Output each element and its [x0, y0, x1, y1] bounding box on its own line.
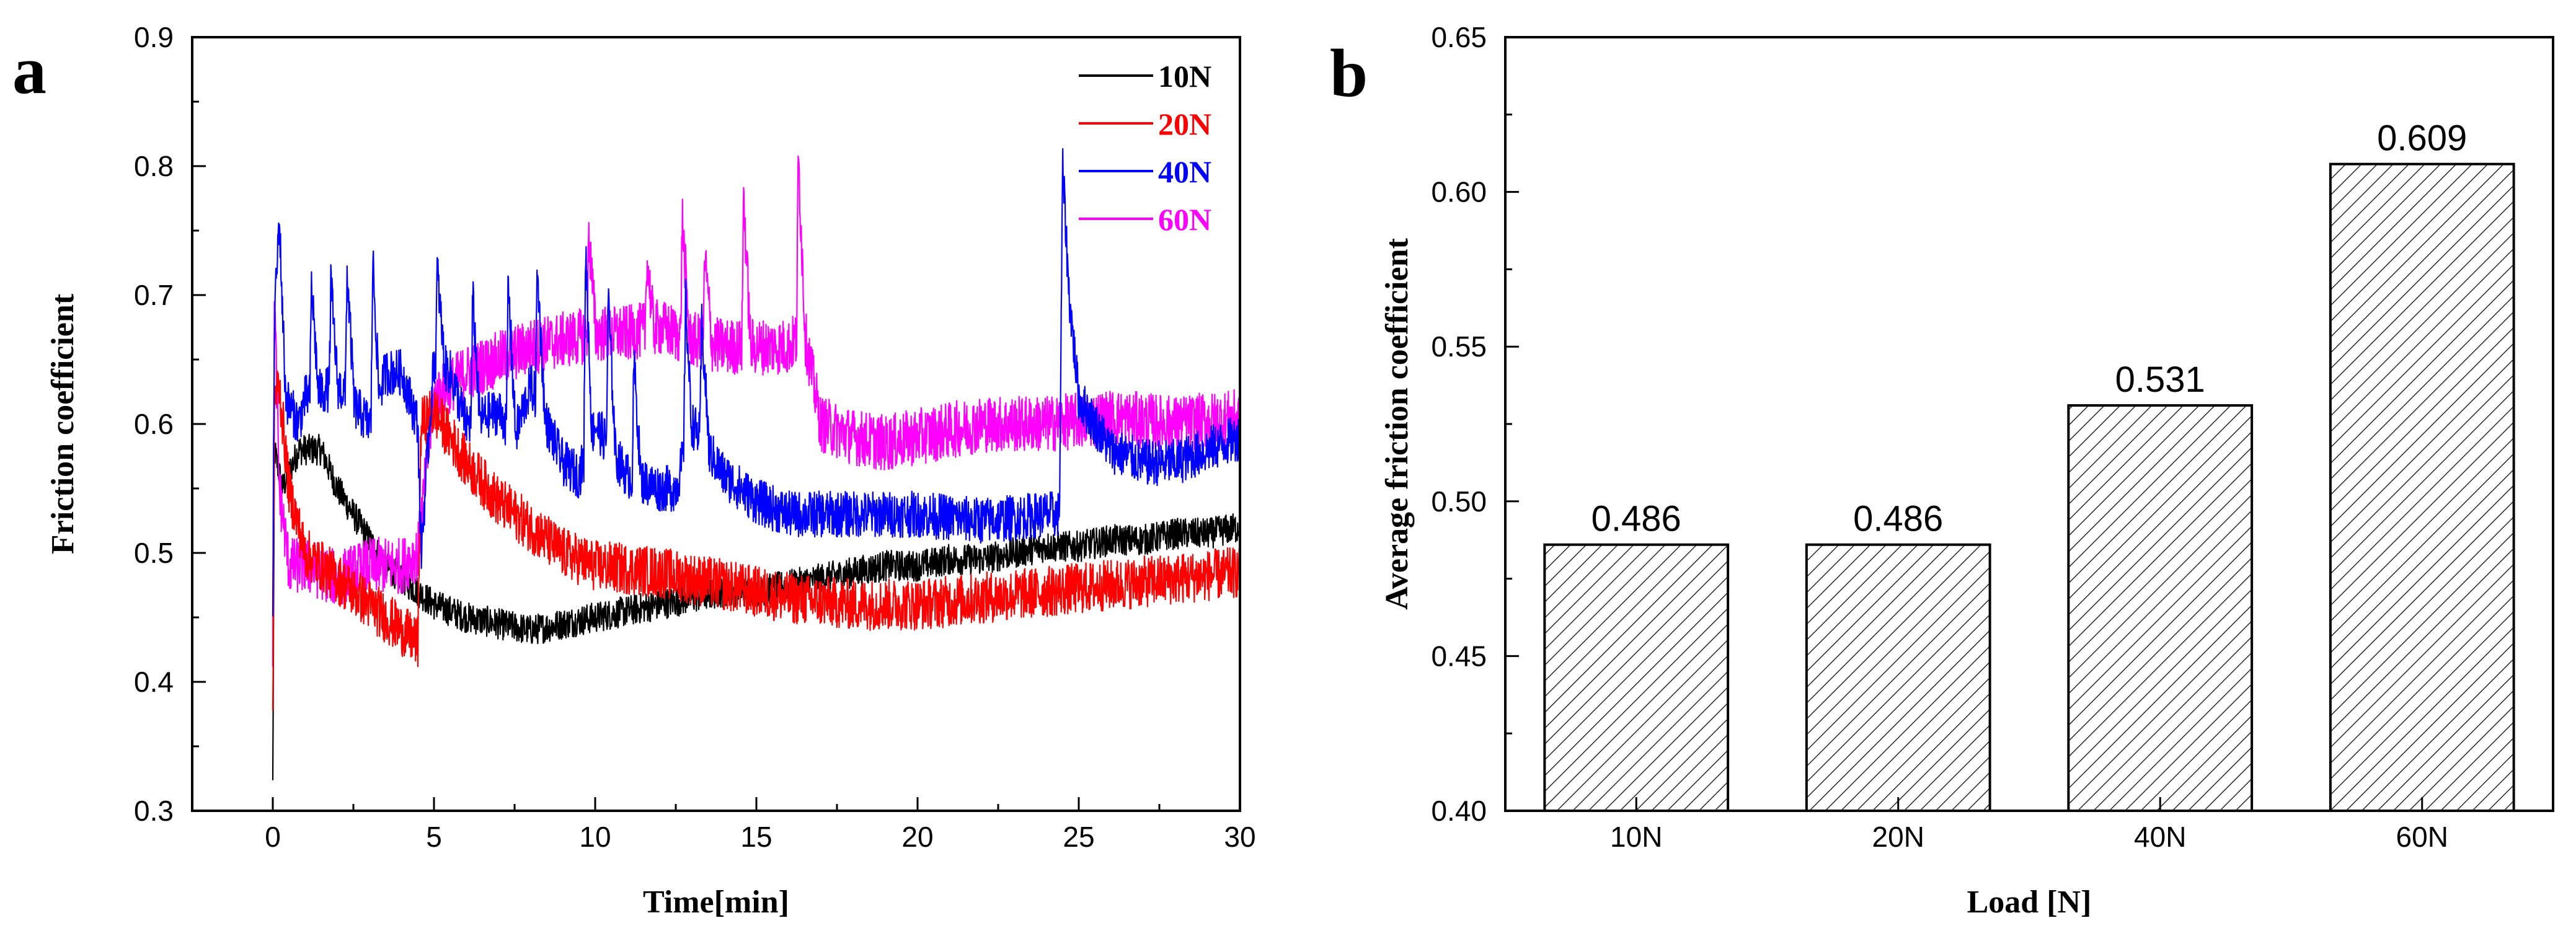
panel-a-x-axis-title: Time[min] — [643, 885, 789, 920]
legend-label-60N: 60N — [1158, 202, 1211, 237]
panel-a-x-axis: 0 5 10 15 20 25 30 — [191, 797, 1256, 853]
x-tick-label: 5 — [426, 821, 442, 853]
panel-a-friction-vs-time: a 0 5 10 15 20 25 30 0.3 0.4 0.5 0.6 0.7 0.8 0.9 Tim… — [12, 21, 1256, 920]
bar-20N — [1805, 543, 1991, 812]
legend-label-20N: 20N — [1158, 107, 1211, 141]
y-tick-label: 0.55 — [1431, 330, 1487, 363]
y-tick-label: 0.9 — [134, 21, 174, 53]
x-tick-label: 0 — [265, 821, 281, 853]
x-tick-label-40N: 40N — [2134, 821, 2186, 853]
panel-a-series-group — [272, 148, 1240, 780]
panel-b-average-friction: b 0.486 0.486 0.531 0.609 10N 20N 40N 60N 0.40… — [1330, 21, 2554, 920]
y-tick-label: 0.8 — [134, 150, 174, 182]
panel-b-y-axis: 0.40 0.45 0.50 0.55 0.60 0.65 — [1431, 21, 1519, 827]
panel-b-letter: b — [1330, 35, 1368, 111]
x-tick-label-60N: 60N — [2396, 821, 2448, 853]
legend-label-40N: 40N — [1158, 154, 1211, 189]
y-tick-label: 0.6 — [134, 408, 174, 440]
panel-b-y-axis-title: Average friction coefficient — [1379, 238, 1415, 610]
x-tick-label: 30 — [1224, 821, 1255, 853]
x-tick-label: 10 — [579, 821, 611, 853]
panel-b-bars: 0.486 0.486 0.531 0.609 — [1543, 118, 2515, 812]
y-tick-label: 0.50 — [1431, 485, 1487, 518]
panel-a-legend: 10N 20N 40N 60N — [1079, 59, 1211, 237]
series-line-20N — [272, 370, 1240, 711]
y-tick-label: 0.7 — [134, 279, 174, 311]
y-tick-label: 0.5 — [134, 537, 174, 569]
series-line-40N — [272, 148, 1240, 617]
panel-b-x-axis-title: Load [N] — [1967, 885, 2092, 920]
y-tick-label: 0.60 — [1431, 176, 1487, 208]
bar-40N — [2067, 404, 2254, 812]
bar-value-label-10N: 0.486 — [1591, 499, 1681, 539]
x-tick-label: 20 — [901, 821, 933, 853]
panel-a-letter: a — [12, 32, 46, 108]
bar-60N — [2329, 162, 2515, 812]
y-tick-label: 0.65 — [1431, 21, 1487, 53]
bar-value-label-40N: 0.531 — [2115, 360, 2205, 400]
panel-a-y-axis-title: Friction coefficient — [45, 293, 81, 554]
x-tick-label: 15 — [740, 821, 772, 853]
y-tick-label: 0.45 — [1431, 640, 1487, 672]
legend-label-10N: 10N — [1158, 59, 1211, 94]
x-tick-label: 25 — [1063, 821, 1094, 853]
y-tick-label: 0.4 — [134, 666, 174, 698]
x-tick-label-10N: 10N — [1610, 821, 1662, 853]
bar-value-label-20N: 0.486 — [1853, 499, 1943, 539]
y-tick-label: 0.3 — [134, 795, 174, 827]
y-tick-label: 0.40 — [1431, 795, 1487, 827]
bar-value-label-60N: 0.609 — [2377, 118, 2467, 159]
x-tick-label-20N: 20N — [1872, 821, 1924, 853]
bar-10N — [1543, 543, 1730, 812]
panel-b-x-axis: 10N 20N 40N 60N — [1610, 797, 2448, 853]
panel-a-y-axis: 0.3 0.4 0.5 0.6 0.7 0.8 0.9 — [134, 21, 206, 827]
